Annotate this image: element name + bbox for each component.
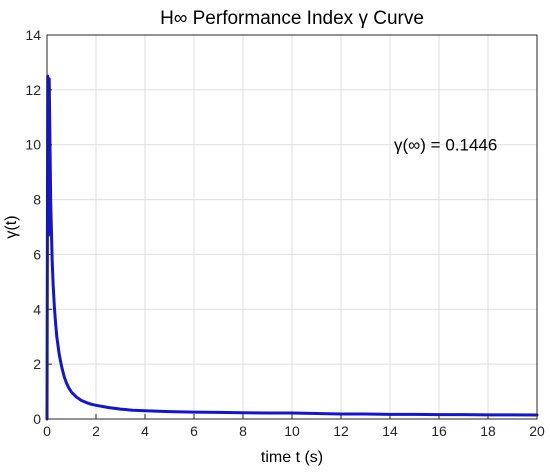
y-tick-label: 2 xyxy=(33,356,41,372)
chart-title: H∞ Performance Index γ Curve xyxy=(160,8,424,29)
y-tick-label: 6 xyxy=(33,246,41,262)
y-tick-label: 10 xyxy=(25,137,41,153)
x-tick-label: 14 xyxy=(382,423,398,439)
x-tick-label: 6 xyxy=(190,423,198,439)
y-tick-label: 0 xyxy=(33,411,41,427)
axis-ticks xyxy=(46,34,538,420)
x-axis-label: time t (s) xyxy=(261,449,323,466)
y-axis-label: γ(t) xyxy=(3,215,20,238)
x-tick-label: 10 xyxy=(284,423,300,439)
x-tick-label: 0 xyxy=(43,423,51,439)
x-tick-label: 8 xyxy=(239,423,247,439)
x-tick-label: 2 xyxy=(92,423,100,439)
axis-labels: 0 2 4 6 8 10 12 14 16 18 20 0 2 4 6 8 10 12 14 xyxy=(25,27,545,439)
x-tick-label: 4 xyxy=(141,423,149,439)
x-tick-label: 16 xyxy=(431,423,447,439)
y-tick-label: 14 xyxy=(25,27,41,43)
x-tick-label: 20 xyxy=(529,423,545,439)
y-tick-label: 8 xyxy=(33,192,41,208)
data-series-layer xyxy=(45,74,539,421)
x-tick-label: 18 xyxy=(480,423,496,439)
y-tick-label: 12 xyxy=(25,82,41,98)
steady-state-annotation: γ(∞) = 0.1446 xyxy=(394,136,497,155)
gamma-curve-line xyxy=(45,74,539,421)
x-tick-label: 12 xyxy=(333,423,349,439)
y-tick-label: 4 xyxy=(33,301,41,317)
